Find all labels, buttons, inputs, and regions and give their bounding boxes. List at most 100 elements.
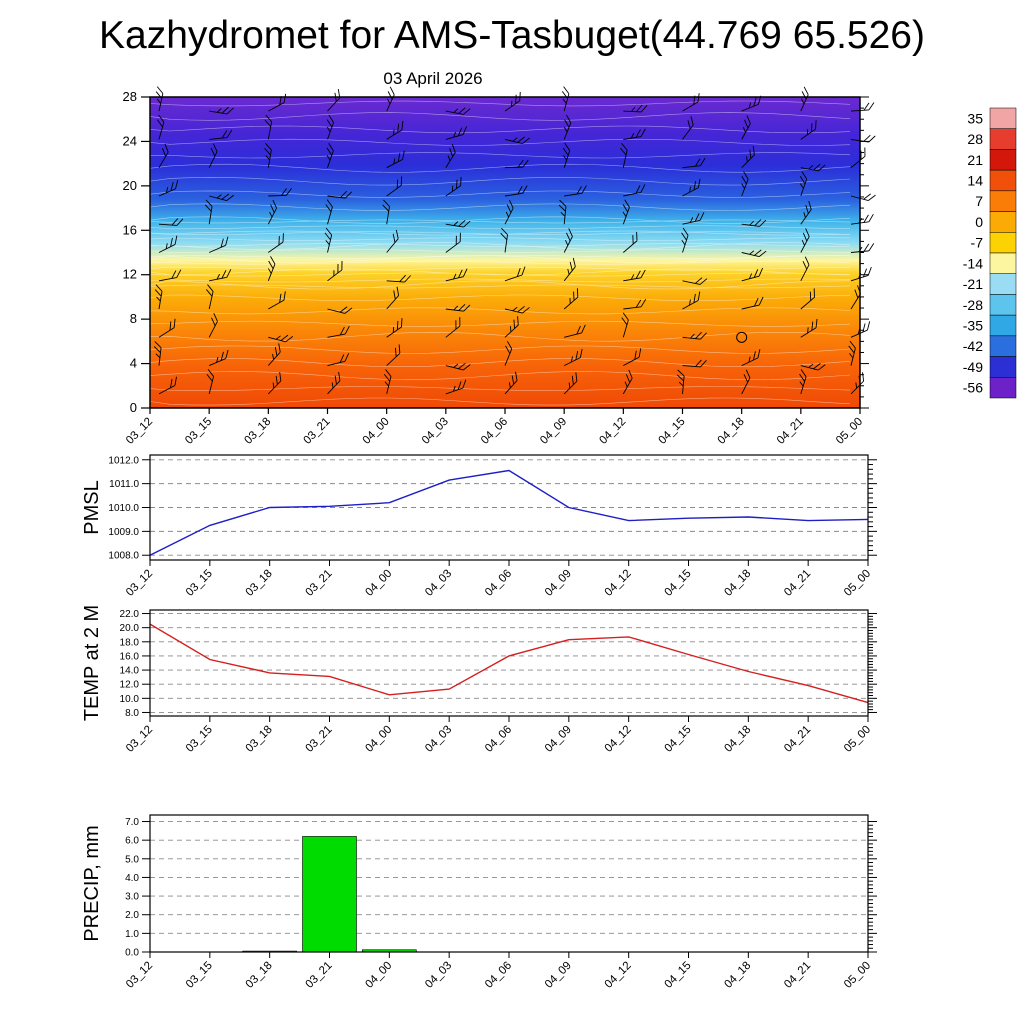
wind-barb [564,185,587,197]
wind-barb [445,304,471,312]
x-tick-label: 03_18 [244,568,275,599]
wind-barb [327,353,350,367]
wind-barb [682,277,708,285]
wind-barb [268,233,284,253]
wind-barb [268,334,294,343]
colorbar-tick-label: -21 [963,276,983,292]
y-tick-label: 22.0 [120,609,140,620]
x-tick-label: 04_03 [420,416,451,447]
y-tick-label: 1012.0 [108,455,139,466]
colorbar-tick-label: -14 [963,255,983,271]
precip-ylabel: PRECIP, mm [81,825,103,941]
wind-barb [623,184,646,197]
wind-barb [564,348,583,367]
x-tick-label: 03_21 [304,724,335,755]
x-tick-label: 04_18 [722,568,753,599]
colorbar-tick-label: 7 [975,193,983,209]
colorbar-labels: 35 28 21 14 7 0 -7 -14 -21 -28 -35 -42 -49 -56 [963,110,983,395]
wind-barb [386,274,411,283]
wind-barb [267,199,277,225]
wind-barb [504,266,526,282]
y-tick-label: 6.0 [125,836,139,847]
wind-barb [800,363,826,371]
y-tick-label: 2.0 [125,910,139,921]
wind-barb [676,369,685,394]
wind-barb [327,261,343,282]
x-tick-label: 04_00 [363,568,394,599]
x-tick-label: 04_03 [423,568,454,599]
wind-barb [682,212,705,225]
wind-barb [383,369,392,395]
y-tick-label: 28 [123,89,137,104]
x-tick-label: 04_18 [722,960,753,991]
wind-barb [325,199,333,225]
wind-barb [386,344,401,366]
wind-barb [158,376,177,395]
wind-barb [504,159,529,169]
x-tick-label: 04_09 [543,724,574,755]
y-tick-label: 20.0 [120,623,140,634]
wind-barb [800,288,815,310]
wind-barb [382,199,390,225]
x-tick-label: 04_09 [538,416,569,447]
y-tick-label: 1009.0 [108,527,139,538]
x-tick-label: 04_00 [363,724,394,755]
wind-barb [504,371,518,395]
wind-barb [326,142,334,168]
x-tick-label: 04_12 [603,960,634,991]
wind-barb [386,286,400,310]
wind-barb [563,372,578,395]
wind-barb [445,143,456,168]
wind-barb [623,231,638,253]
y-tick-label: 0.0 [125,948,139,959]
x-tick-label: 03_15 [184,724,215,755]
subtitle-date: 03 April 2026 [383,69,482,88]
wind-barb [204,199,213,225]
x-tick-label: 03_21 [302,416,333,447]
wind-barb [158,143,169,168]
x-tick-label: 04_06 [483,568,514,599]
y-tick-label: 1.0 [125,929,139,940]
wind-barb [800,163,826,172]
wind-barb [158,269,182,282]
wind-barb [445,268,468,282]
temperature-colorbar: 35 28 21 14 7 0 -7 -14 -21 -28 -35 -42 -49 -56 [963,107,1017,399]
x-tick-label: 04_00 [361,416,392,447]
x-tick-label: 03_12 [124,724,155,755]
wind-barb [208,143,218,168]
y-tick-label: 5.0 [125,854,139,865]
colorbar-tick-label: 28 [967,131,983,147]
y-tick-label: 16 [123,222,137,237]
wind-barb [267,256,276,281]
x-tick-label: 04_12 [597,416,628,447]
y-tick-label: 7.0 [125,817,139,828]
wind-barb [682,157,706,169]
wind-barb [741,369,751,395]
wind-barb [682,178,701,197]
wind-barb [741,146,755,169]
wind-barb [623,269,646,282]
x-tick-label: 04_06 [483,960,514,991]
wind-barb [268,187,292,197]
colorbar-tick-label: 35 [967,110,983,126]
wind-barb [386,150,405,169]
x-tick-label: 04_21 [782,568,813,599]
colorbar-tick-label: -7 [971,235,984,251]
wind-barb [800,228,810,253]
wind-barb [623,298,647,310]
wind-barb [799,369,807,395]
pmsl-axes: 1008.0 1009.0 1010.0 1011.0 1012.0 03_12 03_15… [108,455,877,599]
x-tick-label: 03_12 [124,416,155,447]
wind-barb [623,104,648,113]
wind-barb [386,318,403,338]
y-tick-label: 18.0 [120,637,140,648]
wind-barb [848,340,856,366]
wind-barb [208,313,218,338]
wind-barb [264,114,273,140]
wind-barb [504,199,514,225]
wind-barb [623,348,642,366]
x-tick-label: 05_00 [842,724,873,755]
wind-barb [324,227,333,253]
y-tick-label: 1008.0 [108,551,139,562]
